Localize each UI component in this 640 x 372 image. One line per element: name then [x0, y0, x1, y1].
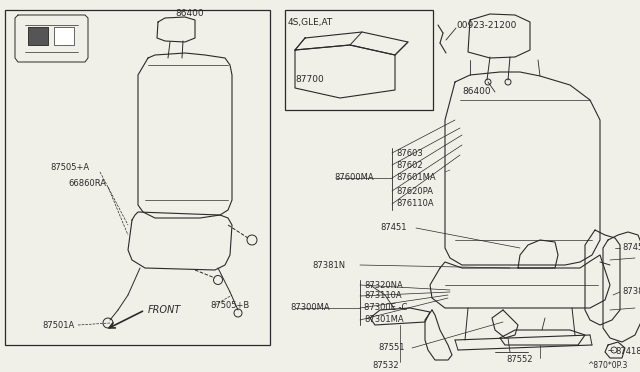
- Text: 87300E -C: 87300E -C: [364, 304, 408, 312]
- Text: 87505+A: 87505+A: [50, 164, 89, 173]
- Text: 87451: 87451: [380, 224, 406, 232]
- Text: 87380: 87380: [622, 288, 640, 296]
- Text: 00923-21200: 00923-21200: [456, 20, 516, 29]
- Text: 87700: 87700: [295, 76, 324, 84]
- Text: 87300MA: 87300MA: [290, 304, 330, 312]
- Text: 87381N: 87381N: [312, 260, 345, 269]
- Text: 87532: 87532: [372, 360, 399, 369]
- Text: 87505+B: 87505+B: [210, 301, 249, 310]
- Bar: [28, 27, 48, 45]
- Text: 876110A: 876110A: [396, 199, 434, 208]
- Text: 87552: 87552: [506, 356, 532, 365]
- Text: 87418+A: 87418+A: [615, 347, 640, 356]
- Bar: [285, 10, 433, 110]
- Text: 86400: 86400: [175, 9, 204, 17]
- Text: 87501A: 87501A: [42, 321, 74, 330]
- Text: 87600MA: 87600MA: [334, 173, 374, 183]
- Text: 87620PA: 87620PA: [396, 186, 433, 196]
- Text: 873110A: 873110A: [364, 292, 402, 301]
- Text: 86400: 86400: [462, 87, 491, 96]
- Text: 87301MA: 87301MA: [364, 315, 404, 324]
- Text: 87601MA: 87601MA: [396, 173, 436, 183]
- Text: 87452: 87452: [622, 244, 640, 253]
- Text: FRONT: FRONT: [148, 305, 181, 315]
- Text: 4S,GLE,AT: 4S,GLE,AT: [288, 17, 333, 26]
- Text: 87320NA: 87320NA: [364, 280, 403, 289]
- Text: 87551: 87551: [378, 343, 404, 353]
- Text: 87603: 87603: [396, 148, 423, 157]
- Text: 87602: 87602: [396, 160, 422, 170]
- Text: 66860RA: 66860RA: [68, 179, 106, 187]
- Bar: [5, 10, 270, 345]
- Text: ^870*0P.3: ^870*0P.3: [588, 362, 628, 371]
- Bar: [28, 27, 48, 45]
- Bar: [54, 27, 74, 45]
